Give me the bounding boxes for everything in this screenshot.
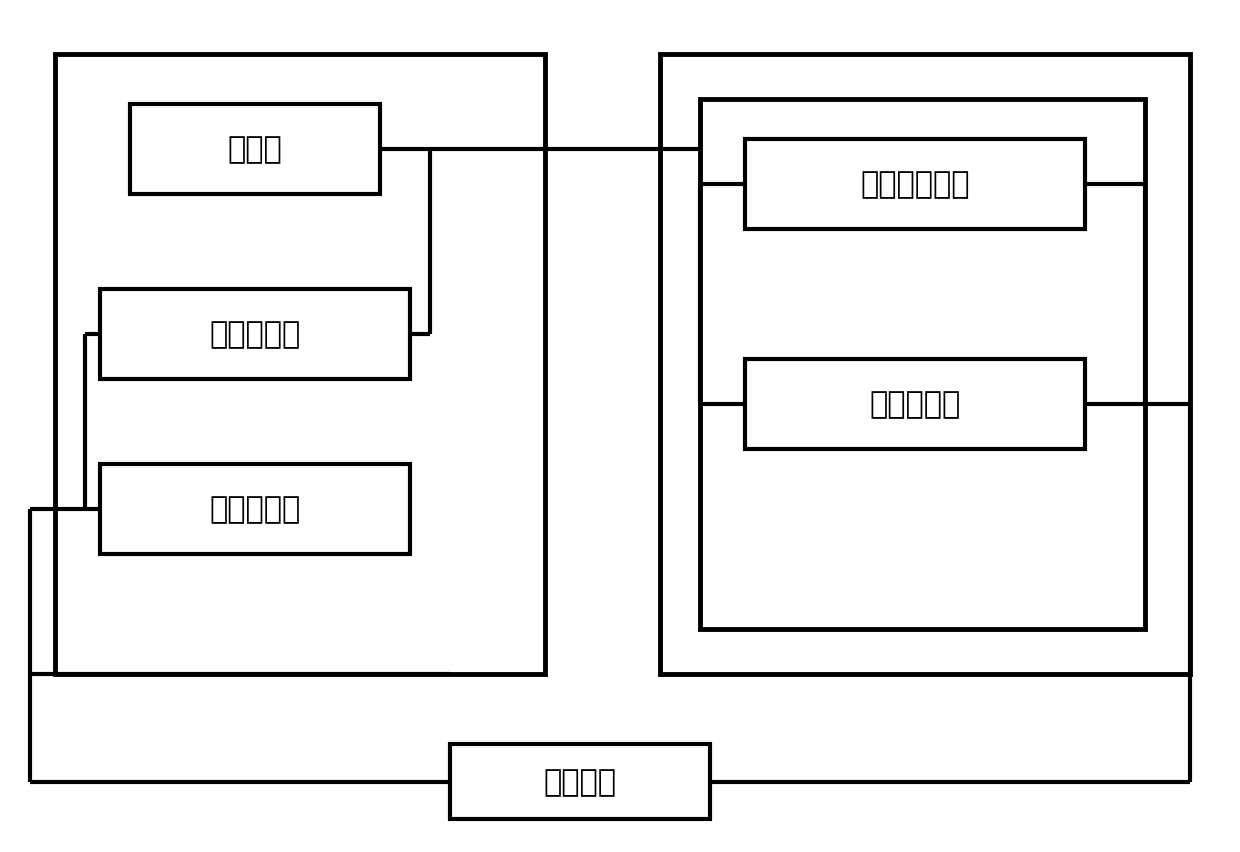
- Bar: [100, 464, 410, 555]
- Text: 在线校准模块: 在线校准模块: [861, 170, 970, 199]
- Bar: [745, 360, 1085, 450]
- Text: 集中器: 集中器: [228, 135, 283, 164]
- Bar: [745, 140, 1085, 230]
- Text: 付费管理端: 付费管理端: [210, 495, 300, 524]
- Text: 云服务器: 云服务器: [543, 767, 616, 796]
- Bar: [660, 55, 1190, 674]
- Bar: [450, 744, 711, 819]
- Bar: [55, 55, 546, 674]
- Text: 配电管理端: 配电管理端: [210, 320, 300, 349]
- Bar: [701, 100, 1145, 630]
- Text: 数据集中器: 数据集中器: [869, 390, 961, 419]
- Bar: [100, 290, 410, 379]
- Bar: [130, 105, 379, 195]
